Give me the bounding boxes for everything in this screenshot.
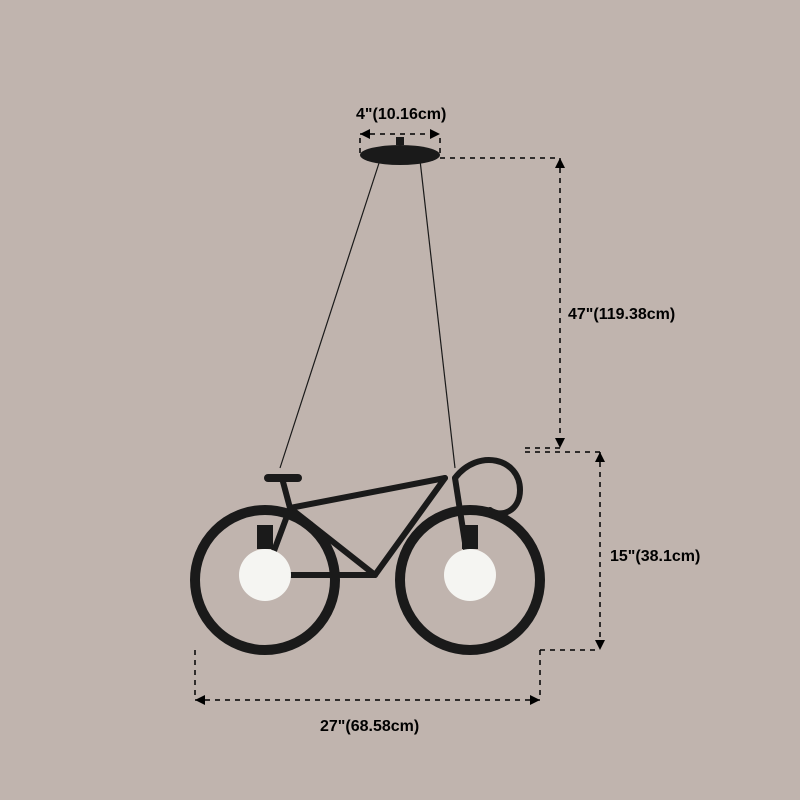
dim-label-fixture-width: 27"(68.58cm) xyxy=(320,718,419,736)
dimension-diagram: 4"(10.16cm) 47"(119.38cm) 15"(38.1cm) 27… xyxy=(0,0,800,800)
dim-label-canopy-width: 4"(10.16cm) xyxy=(356,106,446,124)
dim-label-drop-height: 47"(119.38cm) xyxy=(568,306,675,324)
dim-label-fixture-height: 15"(38.1cm) xyxy=(610,548,700,566)
